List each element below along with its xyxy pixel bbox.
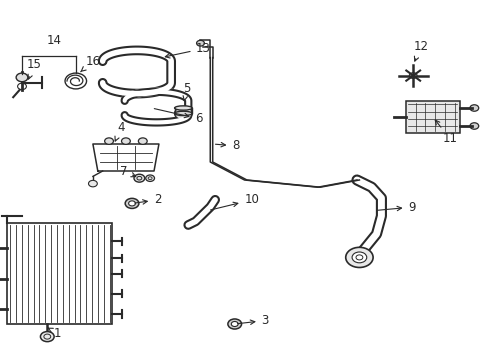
FancyBboxPatch shape — [405, 101, 459, 133]
Polygon shape — [93, 144, 159, 171]
Circle shape — [408, 73, 416, 78]
Text: 7: 7 — [120, 165, 136, 177]
Text: 11: 11 — [434, 120, 457, 145]
Circle shape — [227, 319, 241, 329]
Circle shape — [345, 247, 372, 267]
Text: 1: 1 — [48, 327, 61, 339]
Text: 14: 14 — [46, 34, 61, 47]
Circle shape — [41, 332, 54, 342]
Bar — [7, 223, 112, 324]
Text: 3: 3 — [237, 314, 268, 327]
Text: 5: 5 — [183, 82, 190, 101]
Text: 15: 15 — [27, 58, 41, 79]
Circle shape — [88, 180, 97, 187]
Circle shape — [196, 40, 204, 46]
Text: 12: 12 — [412, 40, 427, 61]
Circle shape — [125, 198, 139, 208]
Circle shape — [16, 73, 28, 82]
Circle shape — [104, 138, 113, 144]
Circle shape — [231, 321, 238, 327]
Text: 10: 10 — [210, 193, 259, 210]
Circle shape — [138, 138, 147, 144]
Circle shape — [469, 123, 478, 129]
Circle shape — [469, 105, 478, 111]
Circle shape — [134, 174, 144, 182]
Circle shape — [145, 175, 154, 181]
Circle shape — [174, 107, 192, 120]
Text: 4: 4 — [115, 121, 124, 141]
Ellipse shape — [174, 106, 192, 110]
Text: 8: 8 — [215, 139, 239, 152]
Circle shape — [351, 252, 366, 263]
Text: 16: 16 — [81, 55, 101, 72]
Circle shape — [121, 138, 130, 144]
Circle shape — [128, 201, 135, 206]
Text: 2: 2 — [135, 193, 161, 206]
Text: 13: 13 — [165, 42, 210, 58]
Text: 9: 9 — [376, 201, 415, 213]
Text: 6: 6 — [154, 109, 203, 125]
Ellipse shape — [174, 111, 192, 116]
